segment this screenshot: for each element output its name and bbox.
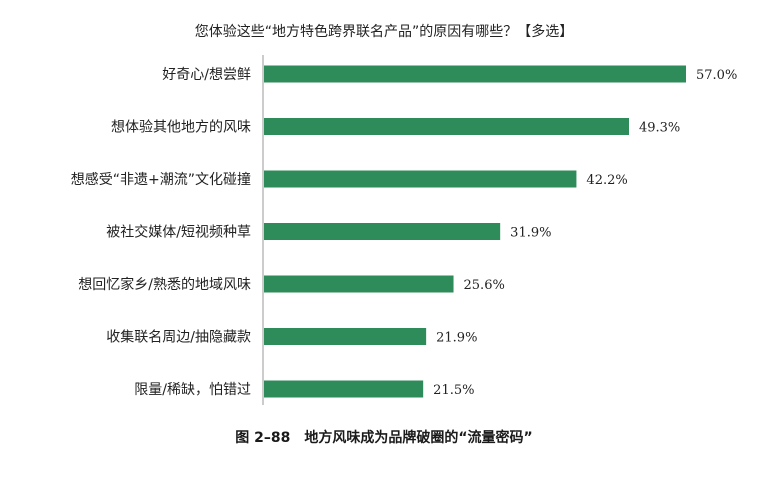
bar	[264, 65, 686, 83]
value-label: 49.3%	[639, 121, 680, 136]
value-label: 25.6%	[464, 278, 505, 293]
bar	[264, 275, 454, 293]
bar	[264, 223, 501, 240]
category-label: 想体验其他地方的风味	[111, 120, 251, 136]
bar	[264, 170, 577, 188]
value-label: 21.5%	[433, 383, 474, 398]
bar	[264, 380, 424, 398]
value-label: 42.2%	[586, 173, 627, 188]
category-label: 好奇心/想尝鲜	[162, 66, 251, 83]
category-label: 想回忆家乡/熟悉的地域风味	[78, 276, 251, 293]
value-label: 21.9%	[436, 331, 477, 346]
category-label: 想感受“非遗+潮流”文化碰撞	[71, 171, 251, 188]
bar	[264, 328, 427, 345]
figure-caption: 图 2–88 地方风味成为品牌破圈的“流量密码”	[235, 430, 533, 446]
value-label: 31.9%	[510, 226, 551, 241]
category-label: 收集联名周边/抽隐藏款	[106, 329, 251, 346]
category-label: 限量/稀缺，怕错过	[134, 382, 251, 398]
category-label: 被社交媒体/短视频种草	[106, 224, 251, 241]
value-label: 57.0%	[696, 68, 737, 83]
chart-title: 您体验这些“地方特色跨界联名产品”的原因有哪些？【多选】	[194, 24, 574, 40]
bar	[264, 118, 629, 135]
